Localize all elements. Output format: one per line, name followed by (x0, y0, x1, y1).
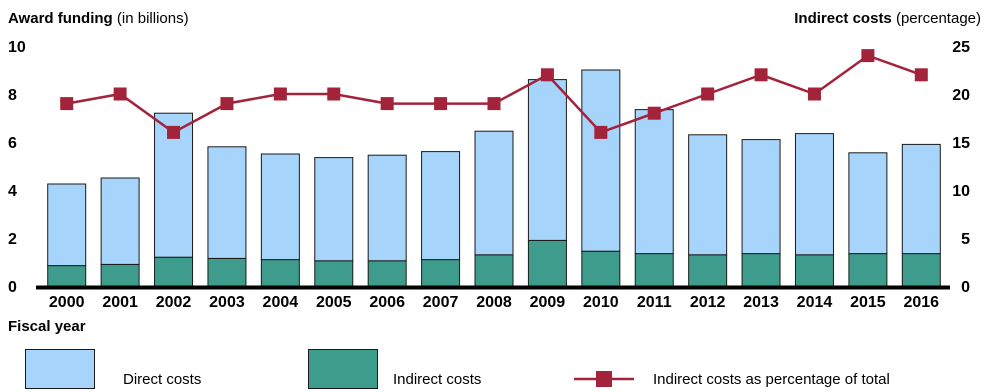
x-tick-2001: 2001 (102, 294, 138, 311)
y-left-tick-6: 6 (8, 135, 17, 152)
x-tick-2002: 2002 (156, 294, 192, 311)
bar-direct-2000 (47, 183, 87, 267)
bar-indirect-2001 (100, 263, 140, 287)
percentage-marker-2004 (273, 87, 287, 101)
bar-direct-2004 (260, 153, 300, 261)
bar-indirect-2007 (421, 259, 461, 287)
percentage-marker-2009 (540, 68, 554, 82)
bar-direct-2005 (314, 157, 354, 262)
x-tick-2008: 2008 (476, 294, 512, 311)
bar-direct-2012 (688, 134, 728, 256)
bar-indirect-2012 (688, 254, 728, 287)
percentage-marker-2001 (113, 87, 127, 101)
left-axis-title: Award funding (in billions) (8, 10, 189, 27)
x-tick-2000: 2000 (49, 294, 85, 311)
x-tick-2009: 2009 (530, 294, 566, 311)
legend-label-indirect: Indirect costs (393, 371, 482, 388)
percentage-marker-2003 (220, 97, 234, 111)
bar-direct-2003 (207, 146, 247, 259)
legend-label-direct: Direct costs (123, 371, 202, 388)
x-tick-2012: 2012 (690, 294, 726, 311)
percentage-marker-2012 (701, 87, 715, 101)
y-right-tick-15: 15 (952, 135, 970, 152)
percentage-marker-2006 (380, 97, 394, 111)
y-left-tick-10: 10 (8, 39, 26, 56)
x-tick-2014: 2014 (797, 294, 833, 311)
bar-direct-2008 (474, 130, 514, 256)
y-left-tick-4: 4 (8, 183, 17, 200)
x-tick-2015: 2015 (850, 294, 886, 311)
legend-item-direct: Direct costs (25, 349, 265, 389)
bar-indirect-2010 (581, 250, 621, 287)
bar-indirect-2016 (901, 253, 941, 287)
right-axis-title: Indirect costs (percentage) (794, 10, 981, 27)
y-right-tick-25: 25 (952, 39, 970, 56)
bar-direct-2009 (527, 79, 567, 241)
legend-label-percentage: Indirect costs as percentage of total (653, 371, 890, 388)
percentage-marker-2005 (327, 87, 341, 101)
bar-direct-2007 (421, 151, 461, 261)
x-axis-title: Fiscal year (8, 318, 86, 335)
bar-indirect-2004 (260, 259, 300, 287)
percentage-marker-2010 (594, 125, 608, 139)
x-tick-2010: 2010 (583, 294, 619, 311)
bar-indirect-2002 (154, 256, 194, 287)
legend-line-marker (574, 371, 634, 387)
bar-indirect-2011 (634, 253, 674, 287)
x-tick-2004: 2004 (263, 294, 299, 311)
x-tick-2007: 2007 (423, 294, 459, 311)
bar-indirect-2006 (367, 260, 407, 287)
bar-direct-2006 (367, 154, 407, 262)
bar-direct-2010 (581, 69, 621, 252)
percentage-marker-2016 (914, 68, 928, 82)
percentage-marker-2013 (754, 68, 768, 82)
x-tick-2016: 2016 (903, 294, 939, 311)
x-tick-2006: 2006 (369, 294, 405, 311)
x-tick-2005: 2005 (316, 294, 352, 311)
bar-direct-2001 (100, 177, 140, 265)
percentage-marker-2008 (487, 97, 501, 111)
y-left-tick-0: 0 (8, 279, 17, 296)
legend-swatch-indirect (308, 349, 378, 389)
percentage-marker-2015 (861, 49, 875, 63)
percentage-marker-2014 (807, 87, 821, 101)
bar-indirect-2013 (741, 253, 781, 287)
bar-indirect-2008 (474, 254, 514, 287)
percentage-marker-2000 (60, 97, 74, 111)
y-left-tick-2: 2 (8, 231, 17, 248)
bar-indirect-2000 (47, 265, 87, 287)
x-tick-2013: 2013 (743, 294, 779, 311)
bar-direct-2014 (794, 133, 834, 256)
x-tick-2011: 2011 (637, 294, 672, 311)
percentage-marker-2002 (167, 125, 181, 139)
percentage-marker-2011 (647, 106, 661, 120)
y-right-tick-0: 0 (961, 279, 970, 296)
bar-direct-2015 (848, 152, 888, 255)
legend-item-percentage: Indirect costs as percentage of total (572, 349, 982, 389)
x-tick-2003: 2003 (209, 294, 245, 311)
y-left-tick-8: 8 (8, 87, 17, 104)
percentage-line (66, 54, 922, 134)
bar-indirect-2003 (207, 257, 247, 287)
legend-swatch-direct (25, 349, 95, 389)
y-right-tick-10: 10 (952, 183, 970, 200)
bar-direct-2016 (901, 143, 941, 255)
percentage-marker-2007 (434, 97, 448, 111)
bar-direct-2013 (741, 139, 781, 255)
y-right-tick-5: 5 (961, 231, 970, 248)
bar-indirect-2005 (314, 260, 354, 287)
bar-direct-2011 (634, 109, 674, 255)
bar-indirect-2009 (527, 239, 567, 287)
y-right-tick-20: 20 (952, 87, 970, 104)
bar-indirect-2014 (794, 254, 834, 287)
legend-item-indirect: Indirect costs (308, 349, 568, 389)
bar-indirect-2015 (848, 253, 888, 287)
